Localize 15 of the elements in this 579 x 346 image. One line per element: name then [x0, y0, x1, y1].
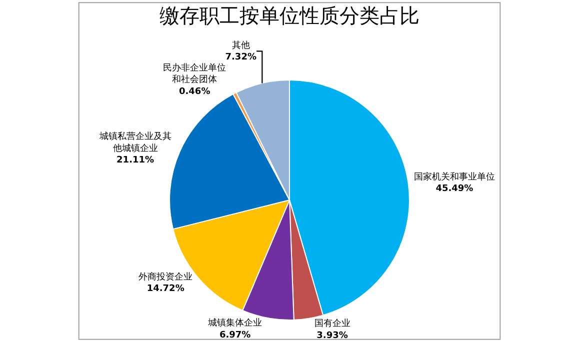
data-label: 6.97%	[219, 330, 251, 340]
slice-label: 民办非企业单位和社会团体	[163, 62, 226, 86]
slice-label: 城镇私营企业及其他城镇企业	[98, 131, 172, 154]
slice-label: 外商投资企业	[138, 271, 193, 282]
chart-title: 缴存职工按单位性质分类占比	[160, 4, 420, 28]
data-label: 3.93%	[316, 330, 348, 341]
data-label: 14.72%	[146, 284, 184, 294]
data-label: 0.46%	[178, 86, 210, 97]
slice-label: 城镇集体企业	[207, 318, 262, 329]
data-label: 45.49%	[436, 184, 474, 194]
data-label: 7.32%	[225, 52, 256, 62]
data-label: 21.11%	[116, 156, 154, 166]
slice-label: 其他	[232, 40, 250, 51]
slice-label: 国有企业	[314, 318, 350, 330]
slice-label: 国家机关和事业单位	[414, 172, 495, 183]
